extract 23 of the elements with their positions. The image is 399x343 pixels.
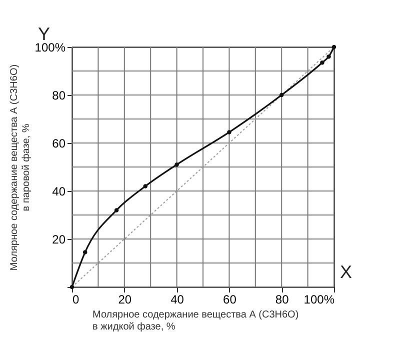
point: [332, 44, 336, 50]
x-tick-label: 100%: [304, 292, 335, 306]
y-tick-label: 40: [52, 184, 66, 198]
x-tick-label: 40: [170, 292, 184, 306]
point: [227, 130, 232, 134]
point: [82, 250, 88, 254]
point: [114, 208, 119, 212]
x-tick-label: 80: [275, 292, 290, 306]
text: X: [340, 262, 352, 282]
point: [326, 54, 331, 59]
y-tick-label: 60: [52, 136, 66, 150]
x-tick-label: 60: [223, 292, 237, 306]
x-tick-label: 20: [118, 292, 132, 306]
x-tick-label: 0: [72, 292, 80, 306]
point: [320, 60, 324, 65]
y-tick-label: 80: [52, 88, 66, 102]
point: [279, 92, 284, 98]
x-axis-title: Молярное содержание вещества А (C3H6O) в жидкой фазе, %: [92, 310, 299, 332]
point: [143, 184, 148, 188]
point: [70, 284, 74, 290]
y-tick-label: 20: [52, 232, 66, 246]
point: [174, 162, 179, 167]
y-axis-title: Молярное содержание вещества А (C3H6O) в паровой фазе, %: [8, 64, 32, 271]
